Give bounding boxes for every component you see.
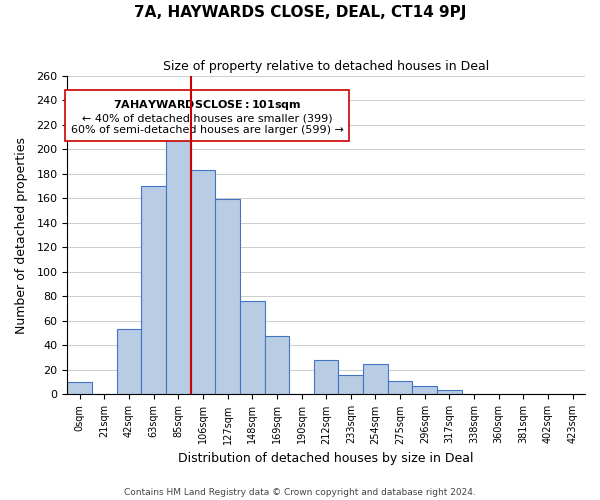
Text: $\bf{7A HAYWARDS CLOSE: 101sqm}$
← 40% of detached houses are smaller (399)
60% : $\bf{7A HAYWARDS CLOSE: 101sqm}$ ← 40% o… bbox=[71, 98, 344, 135]
Bar bbox=[265, 336, 289, 394]
Bar bbox=[141, 186, 166, 394]
Bar bbox=[388, 381, 412, 394]
Title: Size of property relative to detached houses in Deal: Size of property relative to detached ho… bbox=[163, 60, 489, 73]
Bar bbox=[191, 170, 215, 394]
Bar bbox=[314, 360, 338, 394]
Y-axis label: Number of detached properties: Number of detached properties bbox=[15, 136, 28, 334]
Bar bbox=[67, 382, 92, 394]
Bar bbox=[116, 330, 141, 394]
Bar bbox=[412, 386, 437, 394]
Bar bbox=[240, 301, 265, 394]
Bar bbox=[166, 127, 191, 394]
Bar bbox=[437, 390, 462, 394]
Text: 7A, HAYWARDS CLOSE, DEAL, CT14 9PJ: 7A, HAYWARDS CLOSE, DEAL, CT14 9PJ bbox=[134, 5, 466, 20]
X-axis label: Distribution of detached houses by size in Deal: Distribution of detached houses by size … bbox=[178, 452, 474, 465]
Bar bbox=[338, 375, 363, 394]
Text: Contains HM Land Registry data © Crown copyright and database right 2024.: Contains HM Land Registry data © Crown c… bbox=[124, 488, 476, 497]
Bar bbox=[215, 200, 240, 394]
Bar bbox=[363, 364, 388, 394]
